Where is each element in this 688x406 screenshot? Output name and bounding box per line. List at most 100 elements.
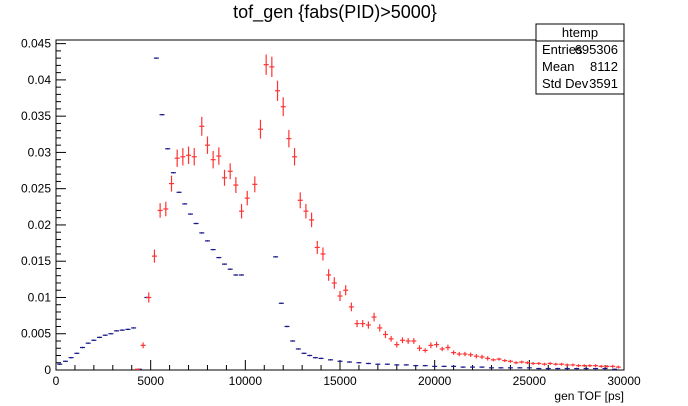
data-point — [394, 341, 400, 348]
data-point — [108, 333, 114, 335]
data-point — [593, 364, 599, 368]
data-point — [496, 357, 502, 361]
data-point — [222, 263, 228, 265]
data-point — [479, 366, 485, 368]
data-point — [187, 213, 193, 215]
data-point — [163, 201, 169, 217]
data-point — [356, 362, 362, 364]
data-point — [303, 203, 309, 219]
data-point — [102, 334, 108, 336]
y-axis: 0 0.005 0.01 0.015 0.02 0.025 0.03 0.035 0.04 0.0… — [21, 37, 66, 377]
data-point — [399, 337, 405, 344]
data-point — [297, 192, 303, 209]
data-point — [384, 363, 390, 365]
x-tick-label: 20000 — [418, 374, 452, 388]
data-point — [473, 354, 479, 359]
data-point — [193, 222, 199, 225]
data-point — [434, 341, 440, 348]
data-point — [517, 367, 523, 369]
data-point — [462, 351, 468, 357]
data-point — [252, 176, 258, 193]
data-point — [587, 364, 593, 368]
data-point — [604, 364, 610, 368]
data-point — [432, 365, 438, 368]
data-point — [74, 352, 80, 355]
stats-stddev-value: 3591 — [589, 76, 618, 91]
data-point — [199, 116, 205, 136]
y-tick-label: 0.015 — [21, 254, 51, 268]
data-point — [326, 269, 332, 281]
data-point — [318, 357, 324, 360]
data-point — [119, 329, 125, 331]
data-point — [216, 147, 222, 165]
x-axis: 0 5000 10000 15000 20000 25000 30000 — [53, 360, 641, 388]
data-point — [422, 364, 428, 367]
data-point — [377, 324, 383, 332]
data-point — [612, 368, 618, 370]
data-point — [564, 367, 570, 370]
data-point — [564, 363, 570, 367]
data-point — [307, 354, 313, 357]
data-point — [598, 364, 604, 368]
data-point — [451, 350, 457, 355]
data-point — [257, 119, 263, 139]
y-tick-label: 0.005 — [21, 327, 51, 341]
data-point — [85, 342, 91, 344]
data-point — [346, 361, 352, 363]
data-point — [292, 148, 298, 166]
data-point — [581, 364, 587, 368]
data-point — [97, 336, 103, 339]
data-point — [536, 362, 542, 365]
series-2 — [134, 54, 621, 370]
data-point — [513, 361, 519, 365]
data-point — [441, 365, 447, 368]
data-point — [545, 367, 551, 370]
data-point — [284, 325, 290, 328]
data-point — [309, 212, 315, 228]
stats-entries-label: Entries — [542, 42, 583, 57]
data-point — [239, 203, 245, 219]
data-point — [227, 268, 233, 270]
data-point — [159, 113, 165, 116]
data-point — [502, 359, 508, 363]
data-point — [388, 335, 394, 342]
data-point — [479, 354, 485, 360]
data-point — [286, 129, 292, 148]
data-point — [204, 136, 210, 154]
data-point — [151, 249, 157, 263]
data-point — [216, 256, 222, 259]
data-point — [153, 57, 159, 59]
data-point — [498, 367, 504, 369]
data-point — [295, 348, 301, 350]
data-point — [507, 359, 513, 363]
data-point — [134, 368, 140, 370]
data-point — [593, 367, 599, 370]
data-point — [312, 356, 318, 359]
data-point — [403, 364, 409, 366]
chart-title: tof_gen {fabs(PID)>5000} — [233, 2, 437, 23]
data-point — [460, 366, 466, 368]
data-point — [157, 203, 163, 218]
data-point — [170, 172, 176, 174]
stats-mean-value: 8112 — [590, 59, 618, 74]
data-point — [610, 364, 616, 368]
data-point — [114, 330, 120, 332]
data-point — [165, 148, 171, 150]
data-point — [382, 330, 388, 339]
data-point — [428, 342, 434, 349]
data-point — [488, 367, 494, 369]
data-point — [470, 366, 476, 368]
y-tick-label: 0.035 — [21, 109, 51, 123]
y-tick-label: 0.01 — [28, 290, 52, 304]
data-point — [210, 150, 216, 169]
data-point — [360, 319, 366, 328]
data-point — [559, 362, 565, 366]
data-point — [553, 362, 559, 366]
data-point — [413, 364, 419, 367]
data-point — [263, 54, 269, 75]
data-point — [91, 339, 97, 341]
data-point — [244, 190, 250, 206]
data-point — [331, 277, 337, 289]
data-point — [337, 290, 343, 302]
x-tick-label: 30000 — [607, 374, 641, 388]
